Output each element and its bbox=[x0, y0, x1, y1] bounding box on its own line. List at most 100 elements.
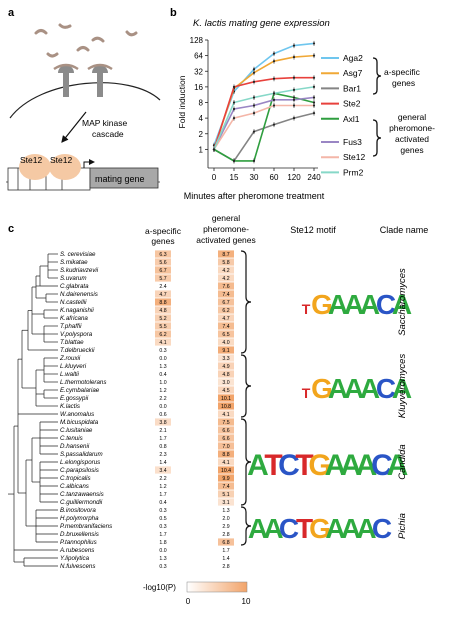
motif-letter: T bbox=[302, 385, 311, 401]
data-point bbox=[312, 104, 316, 107]
motif-letter: A bbox=[340, 449, 362, 482]
g-cell-fill bbox=[218, 282, 234, 290]
data-point bbox=[252, 68, 256, 71]
a-cell-fill bbox=[155, 466, 171, 474]
y-tick-label: 16 bbox=[194, 83, 203, 92]
species-name: N.castellii bbox=[60, 299, 87, 306]
general-value: 4.7 bbox=[222, 316, 229, 322]
data-point bbox=[272, 77, 276, 80]
species-name: K.lactis bbox=[60, 403, 80, 410]
g-cell-fill bbox=[218, 378, 234, 386]
motif-letter: A bbox=[344, 373, 364, 404]
panel-a: a MAP kinase cascade bbox=[6, 7, 161, 191]
x-tick-label: 120 bbox=[287, 173, 301, 182]
species-name: C.albicans bbox=[60, 483, 89, 490]
g-cell-fill bbox=[218, 386, 234, 394]
general-value: 7.6 bbox=[222, 284, 229, 290]
species-row: Z.rouxii 0.0 3.3 bbox=[59, 354, 234, 362]
panel-c: c a-specific genes general pheromone- ac… bbox=[8, 213, 428, 606]
data-point bbox=[252, 80, 256, 83]
species-row: Y.lipolytica 1.3 1.4 bbox=[60, 555, 230, 562]
g-cell-fill bbox=[218, 410, 234, 418]
species-row: K.africana 5.2 4.7 bbox=[60, 314, 234, 322]
species-row: P.membranifaciens 0.3 2.9 bbox=[60, 523, 230, 530]
a-specific-value: 6.2 bbox=[159, 332, 166, 338]
g-cell-fill bbox=[218, 290, 234, 298]
data-point bbox=[252, 130, 256, 133]
general-value: 9.1 bbox=[222, 348, 229, 354]
legend-label: Axl1 bbox=[343, 114, 360, 124]
species-name: C.tanzawaensis bbox=[60, 491, 104, 498]
species-row: S.kudriavzevii 6.7 4.2 bbox=[60, 266, 234, 274]
a-cell-fill bbox=[155, 274, 171, 282]
species-row: S.mikatae 5.6 5.8 bbox=[60, 258, 234, 266]
g-cell-fill bbox=[218, 330, 234, 338]
general-value: 2.8 bbox=[222, 564, 229, 570]
data-point bbox=[272, 60, 276, 63]
species-name: C.tropicalis bbox=[60, 475, 91, 482]
group-brace bbox=[372, 57, 382, 95]
g-cell-fill bbox=[218, 346, 234, 354]
series-line bbox=[213, 76, 314, 150]
species-row: B.inositovora 0.3 1.3 bbox=[60, 507, 230, 514]
motif-letter: A bbox=[328, 373, 348, 404]
general-value: 7.4 bbox=[222, 324, 229, 330]
general-value: 6.2 bbox=[222, 308, 229, 314]
series-line bbox=[213, 92, 315, 162]
general-value: 1.7 bbox=[222, 548, 229, 554]
general-value: 2.8 bbox=[222, 532, 229, 538]
y-tick-label: 4 bbox=[199, 114, 204, 123]
a-specific-value: 0.3 bbox=[159, 564, 166, 570]
motif-letter: G bbox=[311, 289, 333, 320]
species-row: W.anomalus 0.6 4.1 bbox=[60, 410, 234, 418]
a-specific-value: 0.4 bbox=[159, 500, 166, 506]
species-name: B.inositovora bbox=[60, 507, 96, 514]
species-name: C.parapsilosis bbox=[60, 467, 99, 474]
group-brace bbox=[372, 119, 382, 157]
species-name: L.thermotolerans bbox=[60, 379, 106, 386]
a-specific-value: 1.0 bbox=[159, 380, 166, 386]
a-specific-value: 5.7 bbox=[159, 276, 166, 282]
data-point bbox=[292, 98, 296, 101]
data-point bbox=[272, 52, 276, 55]
col-a-header-2: genes bbox=[151, 236, 174, 246]
species-row: L.elongisporus 1.4 4.1 bbox=[60, 458, 234, 466]
species-row: A.rubescens 0.0 1.7 bbox=[59, 547, 230, 554]
general-value: 4.1 bbox=[222, 460, 229, 466]
ste12-protein bbox=[49, 154, 81, 180]
motif-letter: A bbox=[360, 289, 380, 320]
species-name: S.mikatae bbox=[60, 259, 88, 266]
a-specific-value: 5.2 bbox=[159, 316, 166, 322]
g-cell-fill bbox=[218, 394, 234, 402]
species-name: S.passalidarum bbox=[60, 451, 103, 458]
data-point bbox=[312, 42, 316, 45]
general-value: 4.0 bbox=[222, 340, 229, 346]
x-tick-label: 0 bbox=[212, 173, 217, 182]
pheromone-hook bbox=[125, 30, 138, 37]
a-specific-value: 4.7 bbox=[159, 292, 166, 298]
a-specific-value: 1.2 bbox=[159, 484, 166, 490]
motif-letter: A bbox=[328, 289, 348, 320]
species-name: S.uvarum bbox=[60, 275, 86, 282]
group-a-label-1: a-specific bbox=[384, 67, 421, 77]
species-name: D.hansenii bbox=[60, 443, 90, 450]
a-specific-value: 1.4 bbox=[159, 460, 166, 466]
motif-letter: T bbox=[264, 449, 282, 482]
panel-b-letter: b bbox=[170, 7, 177, 19]
species-name: C.glabrata bbox=[60, 283, 89, 290]
motif-letter: A bbox=[341, 513, 361, 544]
motif-letter: A bbox=[247, 449, 269, 482]
clade-label: Pichia bbox=[397, 513, 408, 539]
species-name: Z.rouxii bbox=[59, 355, 81, 362]
a-specific-value: 0.3 bbox=[159, 524, 166, 530]
general-value: 8.8 bbox=[222, 452, 229, 458]
g-cell-fill bbox=[218, 418, 234, 426]
data-point bbox=[252, 104, 256, 107]
motif-letter: A bbox=[392, 289, 412, 320]
g-cell-fill bbox=[218, 498, 234, 506]
general-value: 5.8 bbox=[222, 260, 229, 266]
motif-letter: C bbox=[371, 449, 393, 482]
receptor-icon bbox=[87, 63, 113, 97]
